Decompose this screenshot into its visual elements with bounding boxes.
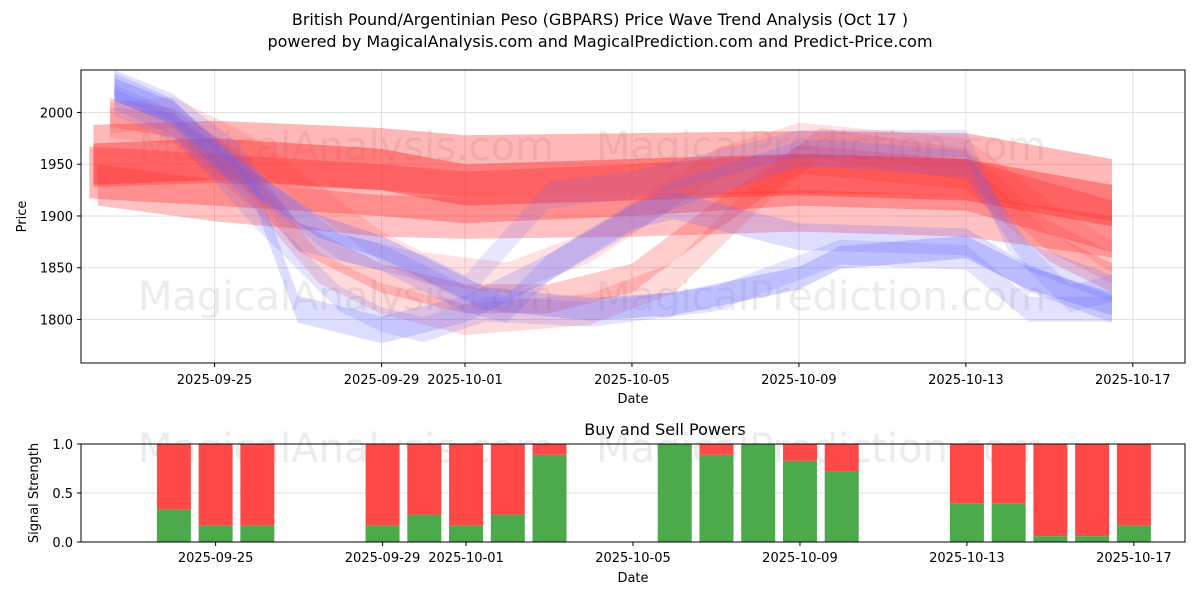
buy-bar xyxy=(949,503,984,542)
buy-bar xyxy=(407,514,442,542)
buy-bar xyxy=(365,525,400,542)
price-x-tick-label: 2025-09-29 xyxy=(344,373,420,388)
buy-bar xyxy=(198,525,233,542)
buy-bar xyxy=(532,454,567,542)
price-y-tick-label: 1850 xyxy=(40,262,73,277)
price-y-tick-label: 1900 xyxy=(40,210,73,225)
blue-wave-3-band xyxy=(114,70,1112,323)
red-wave-7-band xyxy=(110,96,1112,294)
signal-x-tick-label: 2025-10-05 xyxy=(595,551,671,566)
price-watermarks: MagicalAnalysis.com MagicalPrediction.com… xyxy=(138,124,1046,320)
price-plot-frame xyxy=(80,69,1186,364)
price-wave-chart: MagicalAnalysis.com MagicalPrediction.com… xyxy=(15,69,1186,407)
buy-bar xyxy=(1033,536,1068,542)
buy-sell-title: Buy and Sell Powers xyxy=(584,420,746,439)
buy-bar xyxy=(782,460,817,542)
signal-x-axis: 2025-09-25 2025-09-29 2025-10-01 2025-10-05… xyxy=(178,542,1172,566)
signal-x-tick-label: 2025-10-09 xyxy=(762,551,838,566)
chart-title: British Pound/Argentinian Peso (GBPARS) … xyxy=(291,10,909,29)
watermark-text: MagicalAnalysis.com xyxy=(138,274,554,320)
sell-bar xyxy=(198,444,233,526)
buy-bar xyxy=(699,454,734,542)
sell-bar xyxy=(949,444,984,504)
sell-bar xyxy=(532,444,567,455)
price-y-tick-label: 1800 xyxy=(40,314,73,329)
watermark-text: MagicalAnalysis.com xyxy=(138,124,554,170)
sell-bar xyxy=(156,444,191,510)
price-x-tick-label: 2025-10-01 xyxy=(427,373,503,388)
price-y-axis: 1800 1850 1900 1950 2000 xyxy=(40,106,81,329)
signal-x-tick-label: 2025-09-25 xyxy=(178,551,254,566)
buy-bar xyxy=(657,444,692,542)
sell-bar xyxy=(240,444,275,526)
price-x-tick-label: 2025-10-09 xyxy=(761,373,837,388)
signal-bars xyxy=(156,444,1151,542)
price-wave-bands xyxy=(89,70,1113,344)
buy-bar xyxy=(741,444,776,542)
signal-y-axis: 0.0 0.5 1.0 xyxy=(52,438,81,551)
price-x-tick-label: 2025-09-25 xyxy=(177,373,253,388)
sell-bar xyxy=(1116,444,1151,526)
price-x-tick-label: 2025-10-05 xyxy=(594,373,670,388)
price-y-axis-label: Price xyxy=(15,201,30,233)
signal-y-tick-label: 0.5 xyxy=(52,487,73,502)
signal-x-tick-label: 2025-10-13 xyxy=(929,551,1005,566)
price-grid xyxy=(81,70,1185,363)
price-x-tick-label: 2025-10-17 xyxy=(1095,373,1171,388)
sell-bar xyxy=(490,444,525,515)
blue-wave-5-band xyxy=(114,88,1112,313)
red-wave-6-band xyxy=(110,107,1112,335)
buy-bar xyxy=(824,471,859,542)
buy-bar xyxy=(991,503,1026,542)
signal-y-tick-label: 1.0 xyxy=(52,438,73,453)
red-wave-4-band xyxy=(97,164,1112,258)
buy-bar xyxy=(240,525,275,542)
chart-subtitle: powered by MagicalAnalysis.com and Magic… xyxy=(267,32,933,51)
sell-bar xyxy=(449,444,484,526)
sell-bar xyxy=(1075,444,1110,537)
signal-y-axis-label: Signal Strength xyxy=(27,443,42,543)
blue-wave-1-band xyxy=(114,78,1112,321)
buy-bar xyxy=(156,509,191,542)
sell-bar xyxy=(991,444,1026,504)
sell-bar xyxy=(365,444,400,526)
signal-x-tick-label: 2025-10-17 xyxy=(1096,551,1172,566)
sell-bar xyxy=(782,444,817,461)
red-wave-5-band xyxy=(110,98,1112,314)
buy-bar xyxy=(1075,536,1110,542)
sell-bar xyxy=(1033,444,1068,537)
price-x-axis: 2025-09-25 2025-09-29 2025-10-01 2025-10-05… xyxy=(177,363,1171,388)
price-x-tick-label: 2025-10-13 xyxy=(928,373,1004,388)
sell-bar xyxy=(699,444,734,455)
signal-x-tick-label: 2025-09-29 xyxy=(345,551,421,566)
price-y-tick-label: 2000 xyxy=(40,106,73,121)
sell-bar xyxy=(824,444,859,472)
signal-x-axis-label: Date xyxy=(617,571,648,586)
buy-sell-chart: Buy and Sell Powers MagicalAnalysis.com M… xyxy=(27,420,1186,586)
price-y-tick-label: 1950 xyxy=(40,158,73,173)
red-wave-3-band xyxy=(89,146,1113,253)
buy-bar xyxy=(449,525,484,542)
watermark-text: MagicalPrediction.com xyxy=(596,124,1046,170)
sell-bar xyxy=(407,444,442,515)
buy-bar xyxy=(490,514,525,542)
buy-bar xyxy=(1116,525,1151,542)
price-x-axis-label: Date xyxy=(617,392,648,407)
signal-x-tick-label: 2025-10-01 xyxy=(428,551,504,566)
red-wave-2-band xyxy=(93,138,1112,227)
signal-y-tick-label: 0.0 xyxy=(52,536,73,551)
red-wave-1-band xyxy=(93,120,1112,222)
watermark-text: MagicalPrediction.com xyxy=(596,274,1046,320)
